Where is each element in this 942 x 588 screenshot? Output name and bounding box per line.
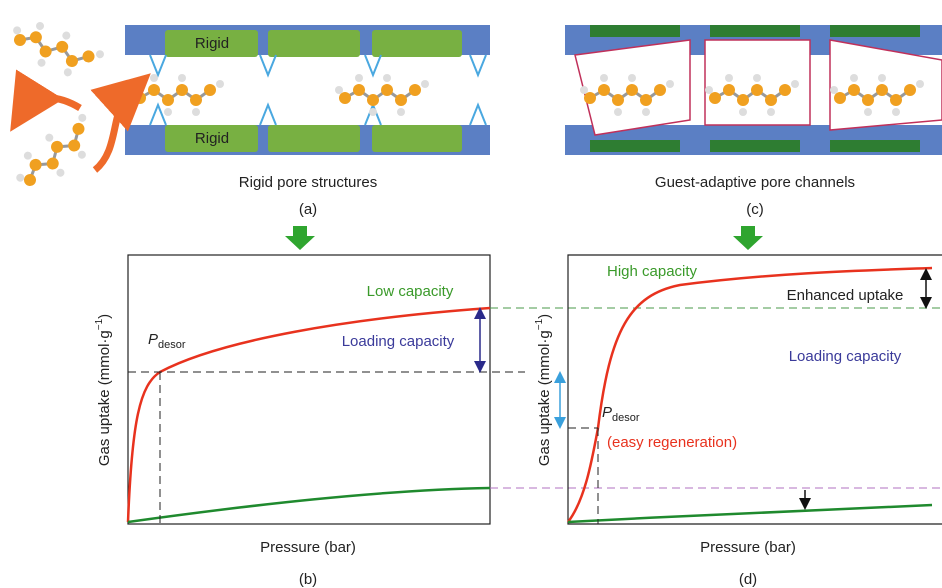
loading-label: Loading capacity [789, 348, 902, 365]
rigid-block [372, 125, 462, 152]
rigid-block [268, 125, 360, 152]
p-symbol: P [602, 404, 612, 421]
panel-a: Rigid Rigid Rigid pore structures (a) [4, 14, 490, 218]
label-main: Gas uptake (mmol·g [536, 330, 553, 466]
panel-tag: (a) [299, 201, 317, 218]
label-sup: −1 [534, 318, 545, 330]
panel-d: High capacity Enhanced uptake Loading ca… [534, 255, 942, 588]
panel-b: Low capacity Pdesor Loading capacity Gas… [94, 255, 942, 588]
caption: Rigid pore structures [239, 174, 377, 191]
p-symbol: P [148, 331, 158, 348]
curve [568, 268, 932, 522]
rigid-block [372, 30, 462, 57]
curve [128, 488, 490, 522]
x-axis-label: Pressure (bar) [260, 539, 356, 556]
panel-tag: (c) [746, 201, 764, 218]
label-main: Gas uptake (mmol·g [96, 330, 113, 466]
figure: Rigid Rigid Rigid pore structures (a) Gu… [0, 0, 942, 588]
capacity-label: High capacity [607, 263, 698, 280]
regeneration-label: (easy regeneration) [607, 434, 737, 451]
p-subscript: desor [158, 339, 186, 351]
enhanced-label: Enhanced uptake [787, 287, 904, 304]
pore-label: Rigid [195, 35, 229, 52]
y-axis-label: Gas uptake (mmol·g−1) [94, 314, 113, 466]
label-sup: −1 [94, 318, 105, 330]
x-axis-label: Pressure (bar) [700, 539, 796, 556]
loading-label: Loading capacity [342, 333, 455, 350]
curve [568, 505, 932, 522]
panel-tag: (d) [739, 571, 757, 588]
label-end: ) [96, 314, 113, 319]
p-desor: Pdesor [602, 404, 640, 424]
p-subscript: desor [612, 412, 640, 424]
panel-c: Guest-adaptive pore channels (c) [565, 25, 942, 218]
pore-label: Rigid [195, 130, 229, 147]
caption: Guest-adaptive pore channels [655, 174, 855, 191]
capacity-label: Low capacity [367, 283, 454, 300]
label-end: ) [536, 314, 553, 319]
y-axis-label: Gas uptake (mmol·g−1) [534, 314, 553, 466]
panel-tag: (b) [299, 571, 317, 588]
p-desor: Pdesor [148, 331, 186, 351]
rigid-block [268, 30, 360, 57]
